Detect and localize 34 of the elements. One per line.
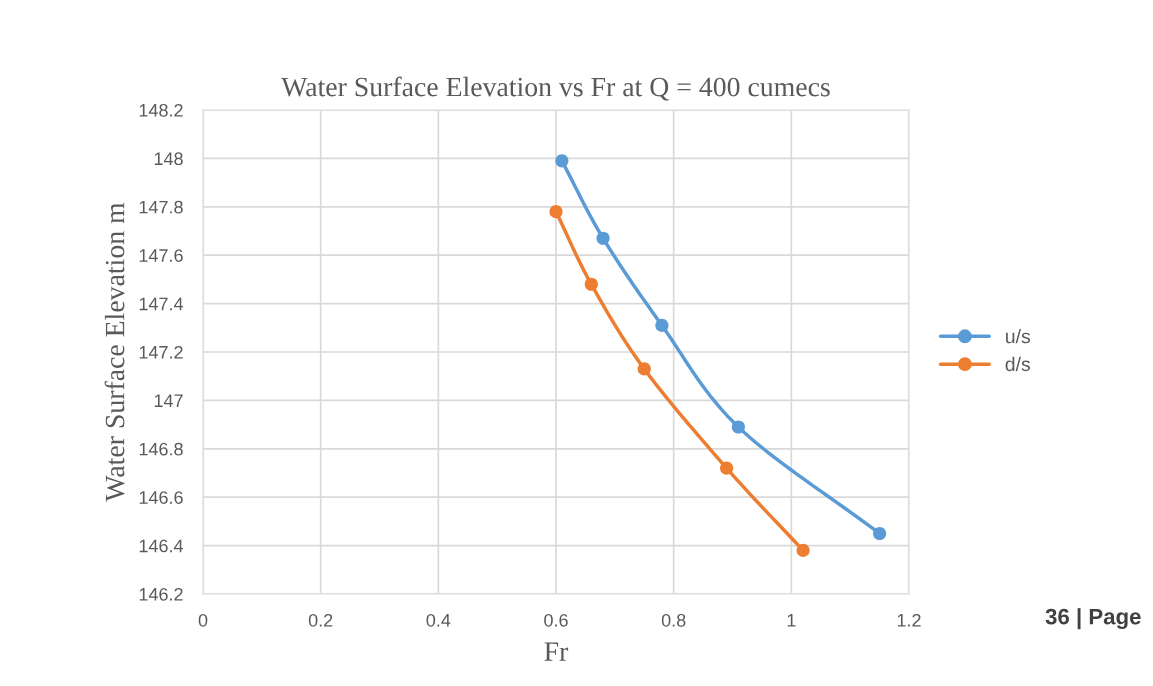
point [720, 461, 734, 475]
y-tick-label: 147.4 [139, 297, 184, 311]
y-tick-label: 148.2 [139, 103, 183, 117]
y-tick-label: 147 [154, 394, 183, 407]
x-tick-label: 0.8 [661, 613, 686, 627]
y-tick-label: 148 [154, 152, 183, 166]
point [655, 318, 669, 332]
point [549, 205, 563, 219]
legend-label: d/s [1005, 356, 1031, 372]
text: 36 | Page [1045, 608, 1141, 630]
y-tick-label: 146.2 [139, 587, 183, 601]
x-tick-label: 0.6 [544, 613, 568, 627]
legend-label: u/s [1006, 329, 1031, 344]
x-axis-title: Fr [544, 642, 569, 661]
x-tick-label: 0.4 [426, 613, 451, 627]
y-axis-title: Water Surface Elevation m [104, 202, 125, 502]
point [555, 154, 569, 168]
x-tick-label: 0.2 [308, 613, 333, 627]
y-tick-label: 146.8 [139, 442, 183, 456]
y-tick-label: 147.6 [139, 249, 183, 262]
y-tick-label: 146.4 [139, 539, 184, 553]
point [637, 362, 651, 376]
x-tick-label: 1.2 [897, 613, 921, 627]
x-tick-label: 1 [787, 614, 796, 627]
point [796, 543, 810, 558]
point [584, 277, 598, 291]
point [873, 526, 887, 541]
y-tick-label: 147.8 [139, 200, 183, 214]
point [596, 231, 610, 245]
x-tick-label: 0 [198, 613, 208, 627]
point [731, 420, 745, 434]
y-tick-label: 147.2 [139, 345, 183, 359]
y-tick-label: 146.6 [139, 491, 183, 504]
chart-title: Water Surface Elevation vs Fr at Q = 400 cumecs [281, 76, 830, 101]
